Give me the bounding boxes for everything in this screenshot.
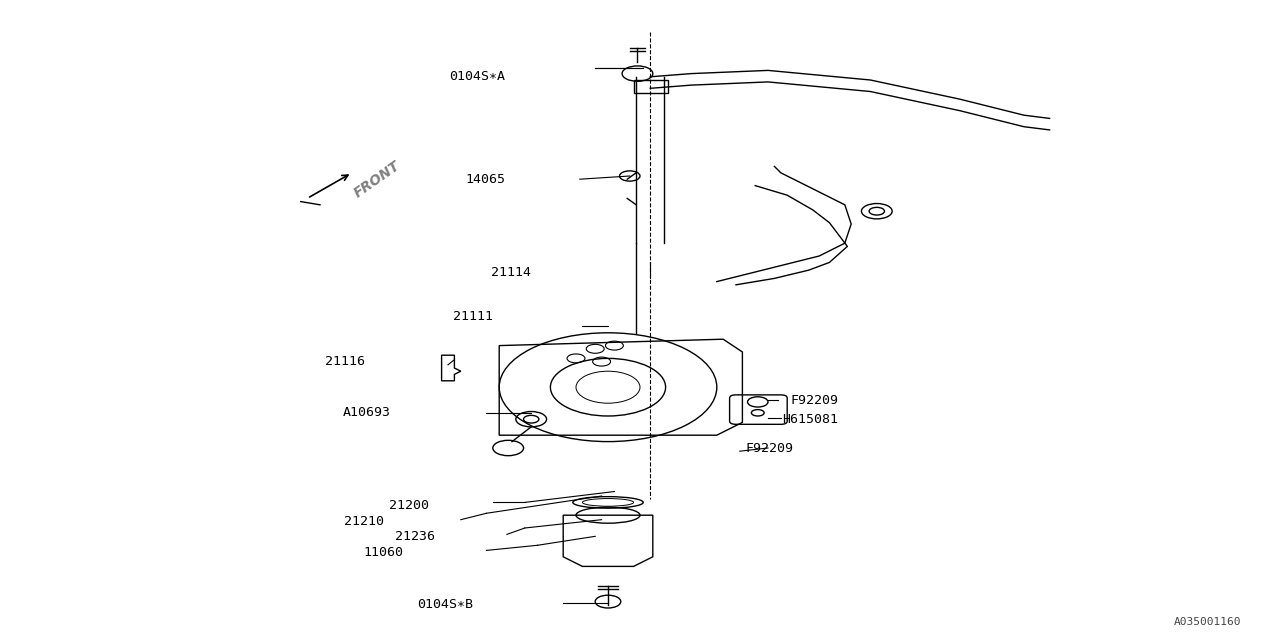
- Text: 0104S∗A: 0104S∗A: [449, 70, 506, 83]
- Text: 21111: 21111: [453, 310, 493, 323]
- Text: 0104S∗B: 0104S∗B: [417, 598, 474, 611]
- Text: 21116: 21116: [325, 355, 365, 368]
- Text: F92209: F92209: [745, 442, 794, 454]
- Text: 11060: 11060: [364, 546, 403, 559]
- Text: 21200: 21200: [389, 499, 429, 512]
- Text: 14065: 14065: [466, 173, 506, 186]
- Text: A035001160: A035001160: [1174, 617, 1242, 627]
- Text: 21210: 21210: [344, 515, 384, 528]
- Text: 21114: 21114: [492, 266, 531, 278]
- Text: H615081: H615081: [782, 413, 838, 426]
- Text: F92209: F92209: [791, 394, 838, 406]
- Text: A10693: A10693: [343, 406, 390, 419]
- Text: FRONT: FRONT: [352, 158, 403, 200]
- Text: 21236: 21236: [396, 530, 435, 543]
